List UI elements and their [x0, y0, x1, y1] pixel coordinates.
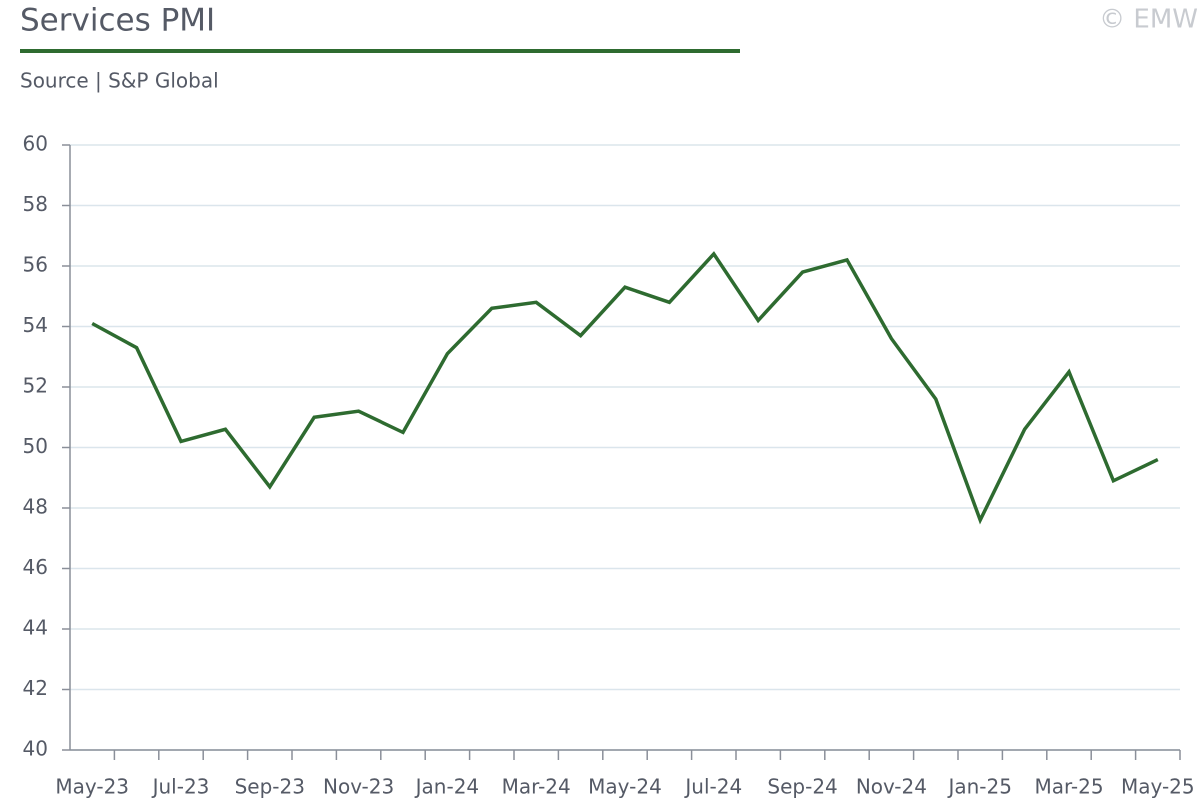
x-tick-label: Jul-23 [151, 775, 210, 799]
x-tick-label: Jan-25 [946, 775, 1012, 799]
y-tick-label: 48 [23, 495, 48, 519]
chart-title: Services PMI [20, 3, 215, 39]
x-tick-label: Jan-24 [414, 775, 480, 799]
y-tick-label: 46 [23, 555, 48, 579]
y-tick-label: 54 [23, 313, 48, 337]
chart-subtitle: Source | S&P Global [20, 69, 219, 93]
x-tick-label: Nov-23 [323, 775, 394, 799]
y-tick-label: 52 [23, 374, 48, 398]
x-tick-label: Sep-23 [235, 775, 305, 799]
x-tick-label: May-23 [55, 775, 129, 799]
data-line [91, 251, 1159, 525]
y-tick-label: 56 [23, 253, 48, 277]
x-tick-label: Nov-24 [856, 775, 927, 799]
x-tick-label: Mar-24 [502, 775, 571, 799]
x-tick-label: Sep-24 [767, 775, 837, 799]
y-tick-label: 50 [23, 434, 48, 458]
x-tick-label: Mar-25 [1034, 775, 1103, 799]
x-tick-label: May-24 [588, 775, 662, 799]
y-tick-label: 44 [23, 616, 48, 640]
x-tick-label: May-25 [1121, 775, 1195, 799]
y-tick-label: 42 [23, 676, 48, 700]
y-tick-label: 60 [23, 132, 48, 156]
credit: © EMW [1099, 5, 1198, 35]
y-tick-label: 58 [23, 192, 48, 216]
x-tick-label: Jul-24 [683, 775, 742, 799]
y-tick-label: 40 [23, 737, 48, 761]
